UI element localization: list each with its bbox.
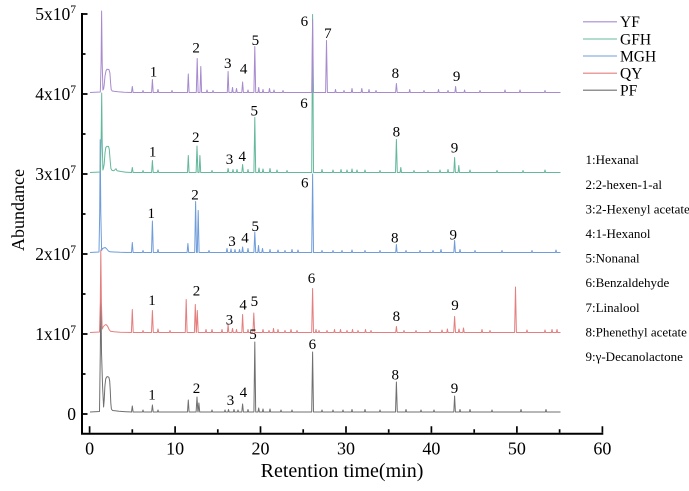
- svg-text:1: 1: [148, 388, 156, 404]
- svg-text:10: 10: [166, 439, 184, 459]
- svg-text:6: 6: [309, 337, 317, 353]
- svg-text:4: 4: [240, 61, 248, 77]
- svg-text:8: 8: [393, 125, 401, 141]
- svg-text:3: 3: [227, 393, 235, 409]
- svg-text:9: 9: [451, 381, 459, 397]
- svg-text:4: 4: [240, 385, 248, 401]
- svg-text:QY: QY: [620, 66, 642, 83]
- svg-text:6: 6: [300, 96, 308, 112]
- svg-text:YF: YF: [620, 14, 640, 31]
- svg-text:3x107: 3x107: [35, 164, 76, 184]
- svg-text:6: 6: [301, 14, 309, 30]
- svg-text:7: 7: [324, 26, 332, 42]
- svg-text:8: 8: [392, 368, 400, 384]
- svg-text:3: 3: [224, 56, 232, 72]
- svg-text:4x107: 4x107: [35, 84, 76, 104]
- svg-text:1x107: 1x107: [35, 324, 76, 344]
- svg-text:2: 2: [193, 381, 201, 397]
- svg-text:5: 5: [251, 294, 259, 310]
- svg-text:60: 60: [593, 439, 611, 459]
- svg-text:5x107: 5x107: [35, 4, 76, 24]
- svg-text:4: 4: [239, 297, 247, 313]
- svg-text:6: 6: [301, 176, 309, 192]
- svg-text:1: 1: [149, 145, 157, 161]
- svg-text:9: 9: [453, 69, 461, 85]
- svg-text:4: 4: [241, 230, 249, 246]
- svg-text:1: 1: [150, 65, 158, 81]
- svg-text:4: 4: [239, 149, 247, 165]
- svg-text:9: 9: [450, 227, 458, 243]
- svg-text:20: 20: [252, 439, 270, 459]
- svg-text:5:Nonanal: 5:Nonanal: [586, 251, 641, 266]
- svg-text:3: 3: [226, 312, 234, 328]
- svg-text:3:2-Hexenyl acetate: 3:2-Hexenyl acetate: [586, 201, 689, 216]
- svg-text:2: 2: [191, 187, 199, 203]
- svg-text:30: 30: [337, 439, 355, 459]
- svg-text:4:1-Hexanol: 4:1-Hexanol: [586, 226, 651, 241]
- svg-text:1: 1: [148, 293, 156, 309]
- svg-text:5: 5: [252, 33, 260, 49]
- svg-text:9:γ-Decanolactone: 9:γ-Decanolactone: [586, 349, 684, 364]
- svg-text:9: 9: [451, 298, 459, 314]
- svg-text:2x107: 2x107: [35, 244, 76, 264]
- svg-text:5: 5: [251, 219, 259, 235]
- svg-text:0: 0: [85, 439, 94, 459]
- svg-text:1: 1: [148, 206, 156, 222]
- svg-text:8: 8: [392, 66, 400, 82]
- svg-text:2: 2: [193, 284, 201, 300]
- svg-text:PF: PF: [620, 83, 638, 100]
- svg-text:50: 50: [508, 439, 526, 459]
- svg-text:2: 2: [192, 130, 200, 146]
- svg-text:2: 2: [192, 40, 200, 56]
- svg-text:3: 3: [226, 152, 234, 168]
- svg-text:Abundance: Abundance: [8, 169, 28, 251]
- svg-text:3: 3: [228, 234, 236, 250]
- svg-text:8: 8: [393, 309, 401, 325]
- svg-text:7:Linalool: 7:Linalool: [586, 300, 641, 315]
- svg-text:0: 0: [67, 404, 76, 424]
- svg-text:1:Hexanal: 1:Hexanal: [586, 152, 640, 167]
- svg-text:Retention time(min): Retention time(min): [261, 460, 424, 482]
- svg-text:5: 5: [249, 327, 257, 343]
- svg-text:9: 9: [451, 140, 459, 156]
- svg-text:6: 6: [308, 271, 316, 287]
- svg-text:MGH: MGH: [620, 48, 656, 65]
- svg-text:5: 5: [251, 103, 259, 119]
- svg-text:GFH: GFH: [620, 31, 651, 48]
- svg-text:8:Phenethyl acetate: 8:Phenethyl acetate: [586, 324, 688, 339]
- svg-text:8: 8: [391, 230, 399, 246]
- svg-text:40: 40: [422, 439, 440, 459]
- svg-text:6:Benzaldehyde: 6:Benzaldehyde: [586, 275, 670, 290]
- svg-text:2:2-hexen-1-al: 2:2-hexen-1-al: [586, 177, 663, 192]
